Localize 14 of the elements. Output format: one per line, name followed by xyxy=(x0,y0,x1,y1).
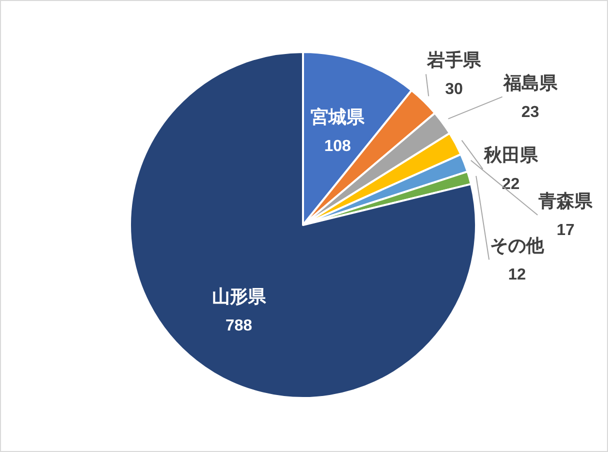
slice-label: 山形県 xyxy=(212,286,267,307)
slice-label: 岩手県 xyxy=(426,50,482,70)
slice-label: その他 xyxy=(490,236,546,256)
data-label: 22 xyxy=(502,176,520,194)
data-label: 30 xyxy=(445,81,463,98)
data-label: 23 xyxy=(521,104,540,121)
data-label: 788 xyxy=(226,318,252,335)
data-label: 108 xyxy=(324,138,351,156)
slice-label: 宮城県 xyxy=(310,107,366,128)
data-label: 12 xyxy=(508,266,526,284)
slice-label: 秋田県 xyxy=(482,145,539,166)
data-label: 17 xyxy=(556,222,575,239)
slice-label: 福島県 xyxy=(502,72,558,93)
slice-label: 青森県 xyxy=(538,190,594,211)
